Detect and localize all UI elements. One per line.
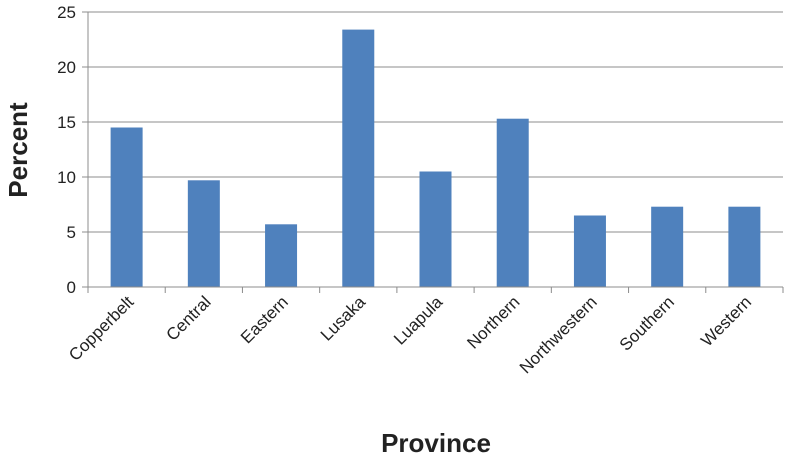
x-axis-title: Province — [381, 428, 491, 458]
y-tick-label: 10 — [57, 168, 76, 187]
x-tick-label: Luapula — [390, 292, 447, 349]
y-tick-label: 5 — [67, 223, 76, 242]
bar-eastern — [265, 224, 298, 287]
bar-luapula — [419, 171, 452, 287]
bar-southern — [651, 206, 684, 287]
y-axis-title: Percent — [3, 102, 33, 198]
bar-northern — [496, 118, 529, 287]
x-tick-label: Southern — [616, 292, 678, 354]
x-tick-label: Northern — [463, 292, 523, 352]
bar-central — [187, 180, 220, 287]
bar-copperbelt — [110, 127, 143, 287]
y-tick-label: 0 — [67, 278, 76, 297]
bar-lusaka — [342, 29, 375, 287]
bar-western — [728, 206, 761, 287]
x-tick-label: Lusaka — [317, 292, 370, 345]
x-tick-label: Eastern — [237, 292, 292, 347]
x-tick-label: Copperbelt — [65, 292, 137, 364]
x-tick-labels: Copperbelt Central Eastern Lusaka Luapula Nor… — [65, 292, 755, 377]
x-tick-label: Central — [162, 292, 214, 344]
axes — [82, 11, 784, 293]
bar-northwestern — [573, 215, 606, 287]
bars — [110, 29, 761, 287]
y-tick-label: 15 — [57, 113, 76, 132]
y-tick-label: 25 — [57, 3, 76, 22]
x-tick-label: Western — [697, 292, 755, 350]
y-tick-label: 20 — [57, 58, 76, 77]
y-tick-labels: 0 5 10 15 20 25 — [57, 3, 76, 297]
x-tick-label: Northwestern — [516, 292, 601, 377]
